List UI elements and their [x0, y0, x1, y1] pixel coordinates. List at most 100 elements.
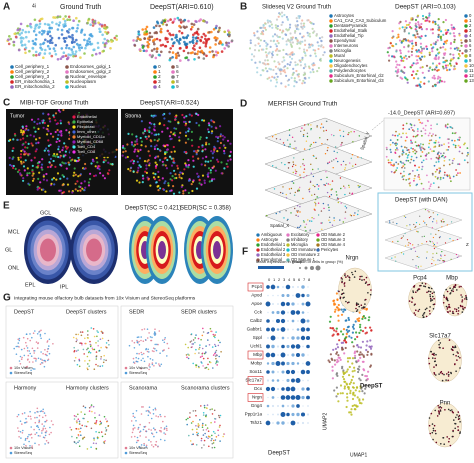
tissue-spot [433, 74, 436, 77]
slice-spot [352, 165, 354, 167]
tissue-spot [438, 51, 441, 54]
expression-spot [421, 282, 424, 285]
tissue-spot [421, 165, 424, 168]
tissue-spot [445, 149, 448, 151]
tissue-spot [266, 19, 269, 22]
tissue-spot [154, 166, 158, 169]
tissue-spot [200, 35, 204, 39]
tissue-spot [79, 174, 82, 177]
tissue-spot [95, 421, 97, 424]
tissue-spot [351, 397, 355, 401]
tissue-spot [201, 426, 204, 429]
tissue-spot [395, 66, 398, 69]
expression-spot [363, 306, 366, 309]
tissue-spot [445, 39, 449, 42]
slice-spot [425, 224, 428, 226]
dot [280, 395, 286, 400]
tissue-spot [429, 148, 432, 151]
tissue-spot [216, 364, 218, 366]
tissue-spot [135, 441, 138, 444]
tissue-spot [132, 160, 136, 163]
tissue-spot [164, 151, 167, 154]
tissue-spot [440, 152, 442, 155]
tissue-spot [38, 331, 40, 333]
tissue-spot [315, 33, 318, 36]
tissue-spot [370, 352, 373, 355]
tissue-spot [145, 410, 148, 412]
tissue-spot [442, 42, 445, 46]
tissue-spot [457, 138, 459, 141]
tissue-spot [201, 157, 204, 160]
tissue-spot [192, 410, 195, 412]
tissue-spot [75, 350, 78, 352]
slice-spot [299, 206, 301, 208]
tissue-spot [150, 35, 154, 39]
tissue-spot [83, 180, 86, 183]
gene-label: Mobp [251, 361, 263, 366]
expression-spot [457, 310, 460, 312]
expression-spot [457, 429, 460, 432]
expression-spot [457, 418, 460, 421]
dot [266, 370, 270, 374]
tissue-spot [155, 144, 158, 147]
tissue-spot [359, 329, 362, 332]
tissue-spot [208, 46, 212, 49]
dot [277, 405, 279, 407]
dot [277, 303, 279, 305]
slice-spot [313, 193, 316, 196]
tissue-spot [460, 41, 463, 44]
tissue-spot [36, 188, 39, 191]
slice-spot [314, 201, 316, 204]
tissue-spot [65, 129, 68, 132]
tissue-spot [158, 364, 161, 367]
tissue-spot [77, 441, 79, 444]
legend-label: Neurogenesis [334, 58, 361, 63]
tissue-spot [137, 357, 140, 360]
dot [280, 301, 286, 307]
tissue-spot [437, 26, 440, 29]
tissue-spot [45, 430, 48, 432]
expression-spot [458, 286, 461, 288]
tissue-spot [63, 22, 67, 25]
tissue-spot [89, 352, 92, 354]
tissue-spot [201, 334, 204, 337]
tissue-spot [163, 341, 166, 344]
legend-swatch [329, 34, 333, 38]
tissue-spot [146, 45, 150, 49]
tissue-spot [159, 158, 162, 161]
slice-spot [314, 185, 316, 188]
tissue-spot [205, 21, 209, 24]
tissue-spot [427, 146, 430, 149]
tissue-spot [453, 157, 455, 160]
tissue-spot [298, 16, 301, 20]
tissue-spot [167, 182, 170, 185]
dot [295, 293, 301, 298]
tissue-spot [285, 40, 288, 43]
tissue-spot [191, 40, 194, 43]
slice-spot [452, 239, 454, 242]
expression-spot [461, 299, 464, 301]
tissue-spot [195, 39, 199, 43]
tissue-spot [185, 115, 188, 118]
tissue-spot [29, 434, 32, 436]
tissue-spot [174, 56, 178, 59]
tissue-spot [17, 345, 19, 348]
expression-spot [368, 283, 371, 286]
tissue-spot [405, 159, 408, 162]
tissue-spot [361, 317, 364, 320]
legend-swatch [316, 233, 320, 237]
slice-spot [282, 142, 285, 144]
tissue-spot [357, 368, 361, 371]
tissue-spot [337, 303, 340, 307]
tissue-spot [342, 378, 346, 381]
tissue-spot [431, 50, 434, 53]
tissue-spot [171, 44, 175, 48]
tissue-spot [277, 42, 280, 45]
tissue-spot [103, 359, 105, 361]
legend-swatch [329, 29, 333, 33]
expression-spot [431, 423, 434, 425]
tissue-spot [90, 327, 93, 329]
slice-spot [415, 267, 417, 269]
expression-spot [456, 414, 458, 416]
tissue-spot [127, 168, 130, 171]
